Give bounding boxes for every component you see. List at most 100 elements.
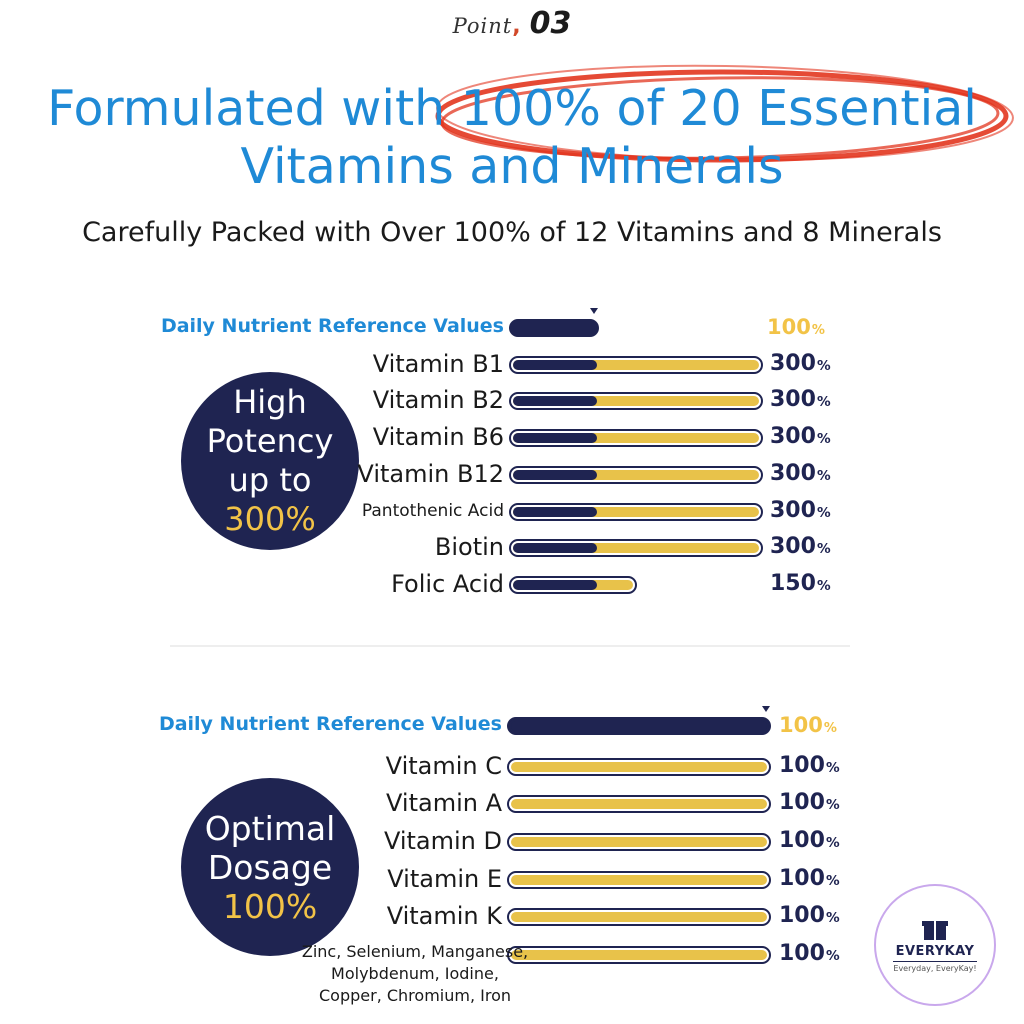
value-number: 100 <box>779 753 825 779</box>
high-potency-badge: High Potency up to 300% <box>181 372 359 550</box>
value-number: 100 <box>779 712 823 737</box>
value-number: 300 <box>770 534 816 560</box>
optimal-dosage-badge: Optimal Dosage 100% <box>181 778 359 956</box>
value-unit: % <box>825 873 840 890</box>
value-label: 300% <box>770 498 831 523</box>
value-unit: % <box>816 394 831 411</box>
bar-fill <box>511 799 767 809</box>
value-label: 300% <box>770 424 831 449</box>
badge-value: 300% <box>224 500 316 538</box>
value-number: 100 <box>779 828 825 854</box>
headline-line-2: Vitamins and Minerals <box>240 138 784 195</box>
value-unit: % <box>825 797 840 814</box>
value-unit: % <box>816 541 831 558</box>
category-label: Vitamin C <box>385 752 502 781</box>
badge-line: High <box>233 383 307 421</box>
bar-reference-portion <box>513 360 597 370</box>
marker-triangle-icon <box>590 308 598 314</box>
value-number: 300 <box>770 498 816 524</box>
value-label: 100% <box>779 866 840 891</box>
category-label: Vitamin K <box>386 902 502 931</box>
reference-bar-fill <box>511 721 767 731</box>
category-label: Zinc, Selenium, Manganese, Molybdenum, I… <box>301 942 529 1005</box>
bar-fill <box>511 762 767 772</box>
value-unit: % <box>816 578 831 595</box>
value-number: 100 <box>767 314 811 339</box>
logo-name: EVERYKAY <box>895 943 975 959</box>
bar-reference-portion <box>513 433 597 443</box>
value-unit: % <box>825 835 840 852</box>
point-word: Point <box>452 14 513 38</box>
value-label: 100% <box>779 941 840 966</box>
point-number: 03 <box>529 6 572 41</box>
value-label: 300% <box>770 461 831 486</box>
category-label: Biotin <box>434 533 504 562</box>
bar-fill <box>511 837 767 847</box>
value-label: 100% <box>779 828 840 853</box>
bar-reference-portion <box>513 396 597 406</box>
marker-triangle-icon <box>762 706 770 712</box>
value-label: 100% <box>779 903 840 928</box>
value-unit: % <box>811 322 825 338</box>
bar-fill <box>511 950 767 960</box>
category-label: Vitamin A <box>386 789 502 818</box>
value-label: 100% <box>779 753 840 778</box>
everykay-logo: EVERYKAY Everyday, EveryKay! <box>874 884 996 1006</box>
value-unit: % <box>825 948 840 965</box>
value-label: 100% <box>767 315 825 339</box>
page-title: Formulated with 100% of 20 Essential Vit… <box>0 80 1024 196</box>
bar-fill <box>511 875 767 885</box>
value-label: 100% <box>779 713 837 737</box>
bar-reference-portion <box>513 580 597 590</box>
bar-reference-portion <box>513 507 597 517</box>
value-number: 300 <box>770 461 816 487</box>
category-label: Vitamin E <box>387 865 502 894</box>
category-label: Vitamin B2 <box>372 386 504 415</box>
value-number: 100 <box>779 790 825 816</box>
point-label: Point, 03 <box>0 6 1024 42</box>
category-label: Vitamin B6 <box>372 423 504 452</box>
value-number: 100 <box>779 903 825 929</box>
gift-icon <box>922 918 948 940</box>
value-unit: % <box>825 910 840 927</box>
bar-reference-portion <box>513 470 597 480</box>
value-unit: % <box>825 760 840 777</box>
badge-line: Potency <box>206 422 334 460</box>
headline-line-1: Formulated with 100% of 20 Essential <box>47 80 977 137</box>
reference-bar-fill <box>513 323 595 333</box>
value-label: 300% <box>770 534 831 559</box>
page-subtitle: Carefully Packed with Over 100% of 12 Vi… <box>82 217 942 248</box>
logo-underline <box>893 960 977 962</box>
value-label: 100% <box>779 790 840 815</box>
bar-reference-portion <box>513 543 597 553</box>
logo-tagline: Everyday, EveryKay! <box>893 963 977 973</box>
value-number: 300 <box>770 424 816 450</box>
reference-label: Daily Nutrient Reference Values <box>158 713 502 735</box>
value-unit: % <box>816 505 831 522</box>
value-label: 300% <box>770 387 831 412</box>
category-label: Vitamin B1 <box>372 350 504 379</box>
value-unit: % <box>823 720 837 736</box>
value-number: 300 <box>770 387 816 413</box>
category-label: Folic Acid <box>391 570 504 599</box>
value-number: 100 <box>779 941 825 967</box>
value-number: 150 <box>770 571 816 597</box>
badge-line: Optimal <box>204 808 336 848</box>
section-divider <box>170 645 850 647</box>
badge-line: up to <box>228 461 312 499</box>
value-label: 150% <box>770 571 831 596</box>
value-number: 300 <box>770 351 816 377</box>
value-number: 100 <box>779 866 825 892</box>
category-label: Vitamin B12 <box>357 460 504 489</box>
reference-label: Daily Nutrient Reference Values <box>160 315 504 337</box>
value-unit: % <box>816 431 831 448</box>
badge-value: 100% <box>222 886 318 926</box>
category-label: Vitamin D <box>383 827 502 856</box>
category-label: Pantothenic Acid <box>361 501 504 522</box>
value-unit: % <box>816 468 831 485</box>
badge-line: Dosage <box>207 847 333 887</box>
point-dot-icon: , <box>512 14 521 39</box>
value-label: 300% <box>770 351 831 376</box>
bar-fill <box>511 912 767 922</box>
